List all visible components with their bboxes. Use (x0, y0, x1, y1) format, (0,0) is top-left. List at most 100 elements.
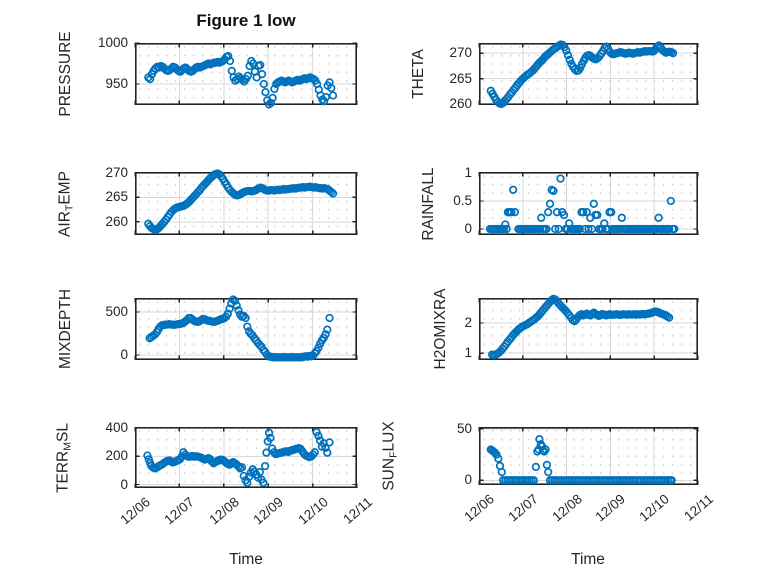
air-temp-ytick-label: 270 (105, 164, 128, 180)
minor-grid (135, 172, 357, 235)
data-point (565, 55, 574, 64)
data-point (241, 313, 250, 323)
ylabel-part: SUN (380, 457, 398, 491)
ylabel-part: H2OMIXRA (432, 288, 449, 370)
data-point (668, 49, 678, 58)
subplot-terr-msl: 0 200 400 12/06 12/07 12/08 12/09 12/10 12/11 TER… (55, 420, 375, 527)
data-point (167, 64, 176, 73)
pressure-ytick-label: 950 (105, 76, 128, 91)
data-point (232, 301, 241, 310)
axis-ticks (134, 172, 358, 235)
data-point (323, 448, 332, 457)
ylabel-part: RAINFALL (420, 166, 437, 241)
axes-box (135, 427, 357, 489)
data-point (589, 199, 598, 208)
data-point (328, 189, 338, 198)
data-point (664, 224, 674, 234)
mixdepth-data-series (145, 295, 334, 362)
data-point (494, 454, 503, 463)
data-point (143, 451, 152, 460)
ylabel-part: T (63, 204, 76, 211)
axes-box (479, 43, 698, 106)
axes-box (135, 43, 357, 106)
data-point (243, 71, 252, 80)
axis-ticks (478, 298, 699, 360)
minor-grid (479, 172, 698, 235)
h2omixra-ytick-label: 2 (464, 314, 472, 330)
data-point (154, 63, 164, 72)
data-point (617, 213, 626, 222)
xlabel-left: Time (229, 551, 263, 568)
data-point (257, 70, 267, 79)
ylabel-part: PRESSURE (57, 31, 74, 117)
data-point (234, 462, 243, 471)
data-point (321, 330, 330, 339)
data-point (582, 208, 591, 217)
mixdepth-ylabel: MIXDEPTH (57, 289, 75, 369)
data-point (256, 60, 265, 70)
data-point (259, 79, 268, 89)
data-point (262, 448, 271, 457)
data-point (529, 476, 538, 485)
data-point (579, 208, 588, 217)
data-point (270, 84, 279, 94)
sun-flux-ytick-label: 50 (456, 420, 472, 436)
data-point (666, 196, 675, 206)
data-point (545, 199, 555, 208)
air-temp-data-series (144, 169, 338, 235)
terr-msl-ytick-label: 200 (105, 448, 128, 464)
theta-ytick-label: 265 (449, 70, 472, 86)
data-point (325, 438, 334, 447)
rainfall-plot-area (478, 172, 699, 236)
subplot-air-temp: 260 265 270 AIRTEMP (57, 165, 358, 236)
data-point (314, 431, 323, 440)
data-point (243, 322, 252, 331)
data-point (607, 208, 616, 217)
subplot-mixdepth: 0 500 MIXDEPTH (57, 289, 358, 369)
data-point (492, 450, 501, 459)
data-point (234, 306, 243, 315)
rainfall-data-series (485, 174, 679, 234)
data-point (224, 51, 233, 61)
data-point (549, 186, 558, 196)
data-point (225, 304, 234, 313)
data-point (145, 74, 155, 84)
data-point (654, 213, 663, 222)
data-point (593, 210, 602, 220)
ylabel-part: MIXDEPTH (57, 288, 74, 370)
data-point (237, 463, 247, 472)
minor-grid (135, 43, 357, 105)
data-point (670, 224, 679, 234)
data-point (261, 88, 270, 97)
minor-grid (479, 427, 698, 485)
sun-flux-ylabel: SUNFLUX (381, 421, 400, 490)
data-point (542, 224, 551, 234)
data-point (239, 471, 248, 481)
data-point (501, 220, 510, 229)
data-point (238, 75, 247, 85)
terr-msl-ytick-label: 400 (105, 420, 128, 435)
ylabel-part: SL (54, 422, 72, 442)
subplot-rainfall: 0 0.5 1 RAINFALL (420, 165, 699, 240)
rainfall-ytick-label: 0 (464, 221, 472, 236)
data-point (230, 296, 240, 305)
data-point (502, 224, 511, 234)
data-point (562, 46, 571, 55)
axes-box (135, 298, 357, 361)
xlabel-right: Time (571, 551, 605, 568)
air-temp-ylabel: AIRTEMP (57, 171, 76, 237)
data-point (531, 462, 541, 472)
pressure-ytick-label: 1000 (97, 35, 128, 50)
data-point (544, 467, 553, 477)
theta-ytick-label: 270 (449, 45, 472, 61)
rainfall-ytick-label: 1 (464, 165, 472, 181)
data-point (559, 210, 569, 220)
data-point (535, 435, 544, 444)
ylabel-part: EMP (56, 170, 74, 205)
subplot-sun-flux: 0 50 12/06 12/07 12/08 12/09 12/10 12/11 SUNFLUX (381, 421, 716, 524)
data-point (260, 461, 270, 471)
ylabel-part: M (61, 441, 74, 451)
data-point (497, 467, 506, 477)
data-point (667, 476, 676, 485)
pressure-plot-area (134, 42, 358, 109)
